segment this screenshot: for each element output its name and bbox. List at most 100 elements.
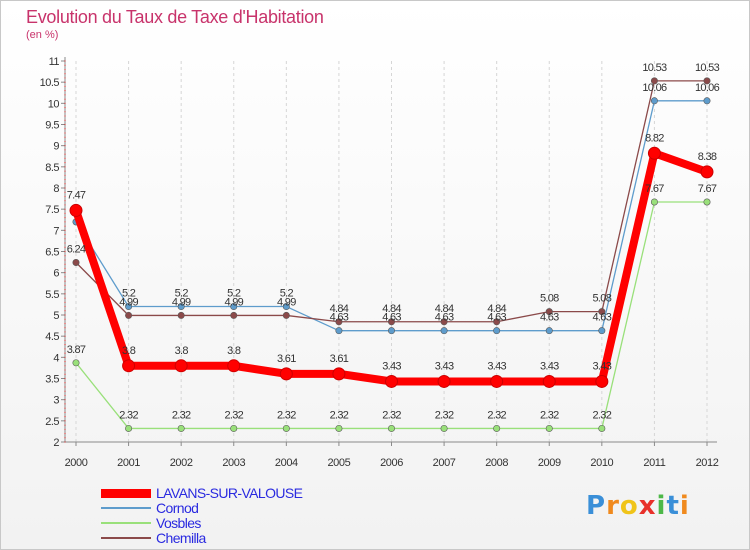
logo-letter: P: [586, 491, 607, 521]
data-label-1: 5.2: [280, 288, 294, 300]
y-minor-tick: [64, 90, 66, 92]
data-label-2: 2.32: [540, 409, 559, 421]
y-minor-tick: [64, 267, 66, 270]
x-tick-label: 2010: [590, 457, 613, 469]
y-minor-tick: [64, 390, 66, 392]
y-minor-tick: [64, 174, 66, 176]
data-label-1: 4.63: [330, 312, 349, 324]
x-tick-label: 2008: [485, 457, 508, 469]
y-minor-tick: [64, 140, 66, 143]
data-point-2: [545, 424, 553, 432]
data-point-0: [385, 374, 398, 388]
data-point-2: [177, 424, 185, 432]
data-label-3: 10.53: [642, 62, 667, 74]
y-minor-tick: [64, 233, 66, 236]
data-point-2: [335, 424, 343, 432]
y-minor-tick: [64, 416, 66, 418]
logo-letter: i: [679, 491, 690, 521]
y-minor-tick: [64, 284, 66, 286]
y-minor-tick: [64, 242, 66, 244]
y-minor-tick: [64, 322, 66, 325]
y-minor-tick: [64, 212, 66, 214]
y-minor-tick: [64, 246, 66, 248]
data-point-0: [227, 359, 241, 373]
x-tick-label: 2002: [170, 457, 193, 469]
data-label-1: 5.2: [122, 288, 136, 300]
data-point-1: [125, 303, 133, 311]
y-minor-tick: [64, 68, 66, 71]
data-label-2: 3.87: [67, 344, 86, 356]
y-minor-tick: [64, 208, 66, 210]
y-minor-tick: [64, 225, 66, 227]
data-label-2: 2.32: [435, 409, 454, 421]
y-minor-tick: [64, 297, 66, 299]
data-label-1: 4.63: [487, 312, 506, 324]
y-minor-tick: [64, 259, 66, 261]
y-minor-tick: [64, 204, 66, 206]
y-minor-tick: [64, 318, 66, 320]
y-minor-tick: [64, 301, 66, 303]
data-label-2: 2.32: [330, 409, 349, 421]
y-minor-tick: [64, 191, 66, 193]
y-minor-tick: [64, 64, 66, 66]
data-point-2: [598, 424, 606, 432]
y-tick-label: 4: [53, 352, 59, 364]
data-point-0: [174, 359, 188, 373]
x-tick-label: 2006: [380, 457, 403, 469]
chart-subtitle: (en %): [26, 29, 59, 41]
data-point-3: [230, 311, 238, 319]
legend-item-1: Cornod: [101, 500, 199, 516]
data-label-0: 3.43: [382, 360, 401, 372]
y-minor-tick: [64, 132, 66, 134]
legend-swatch: [101, 507, 151, 509]
data-point-1: [230, 303, 238, 311]
y-minor-tick: [64, 128, 66, 130]
y-tick-label: 2: [53, 437, 59, 449]
data-label-2: 2.32: [172, 409, 191, 421]
logo-letter: x: [638, 491, 657, 521]
y-minor-tick: [64, 187, 66, 189]
data-label-3: 4.99: [277, 296, 296, 308]
legend-item-2: Vosbles: [101, 515, 201, 531]
legend-label: LAVANS-SUR-VALOUSE: [156, 485, 303, 501]
y-minor-tick: [64, 386, 66, 388]
data-point-2: [493, 424, 501, 432]
data-label-1: 5.2: [175, 288, 189, 300]
data-label-2: 2.32: [277, 409, 296, 421]
data-label-3: 4.99: [119, 296, 138, 308]
data-label-3: 4.84: [330, 303, 349, 315]
legend-swatch: [101, 522, 151, 524]
y-minor-tick: [64, 229, 66, 231]
data-point-0: [490, 374, 504, 388]
x-tick-label: 2009: [538, 457, 561, 469]
legend-item-0: LAVANS-SUR-VALOUSE: [101, 485, 303, 501]
legend-item-3: Chemilla: [101, 530, 206, 546]
y-tick-label: 5.5: [45, 289, 59, 301]
logo-letter: i: [656, 491, 667, 521]
y-tick-label: 7: [53, 225, 59, 237]
y-minor-tick: [64, 293, 66, 295]
data-point-0: [542, 374, 556, 388]
y-minor-tick: [64, 153, 66, 155]
data-label-1: 4.63: [540, 312, 559, 324]
y-minor-tick: [64, 195, 66, 198]
data-point-3: [703, 77, 711, 85]
y-minor-tick: [64, 365, 66, 367]
y-minor-tick: [64, 403, 66, 405]
data-label-3: 4.99: [172, 296, 191, 308]
y-minor-tick: [64, 162, 66, 164]
y-minor-tick: [64, 310, 66, 312]
y-minor-tick: [64, 360, 66, 363]
data-point-2: [387, 424, 395, 432]
data-label-3: 10.53: [695, 62, 720, 74]
data-label-0: 3.61: [330, 353, 349, 365]
data-point-1: [177, 303, 185, 311]
data-point-3: [282, 311, 290, 319]
data-label-3: 4.84: [435, 303, 454, 315]
y-minor-tick: [64, 348, 66, 350]
y-minor-tick: [64, 221, 66, 223]
y-minor-tick: [64, 305, 66, 308]
y-tick-label: 8.5: [45, 162, 59, 174]
